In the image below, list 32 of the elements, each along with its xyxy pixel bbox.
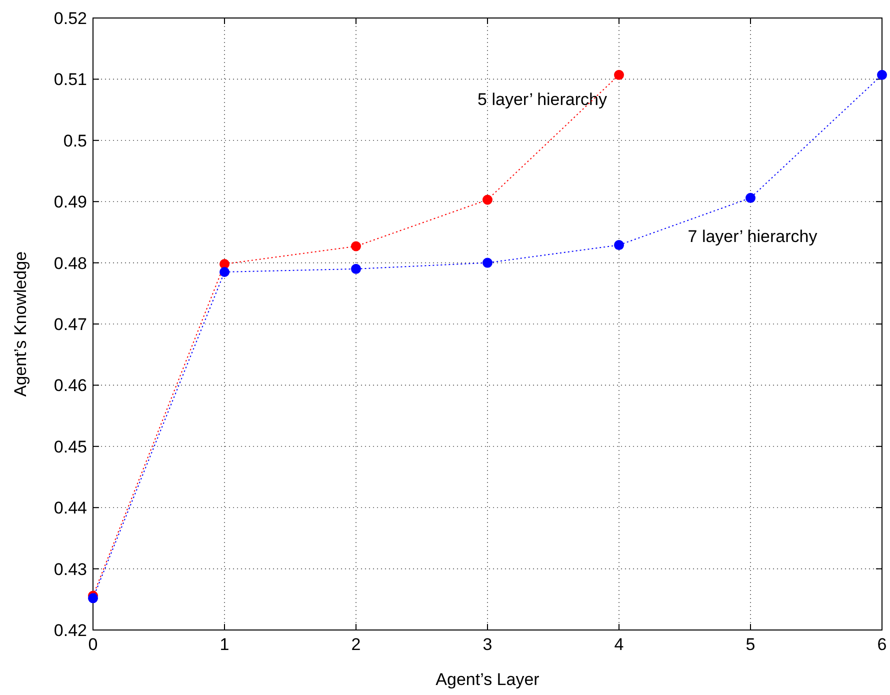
y-tick-label: 0.43 xyxy=(54,560,87,579)
point xyxy=(351,241,361,252)
series-label: 5 layer’ hierarchy xyxy=(478,90,608,109)
series-label: 7 layer’ hierarchy xyxy=(688,226,818,246)
x-tick-label: 6 xyxy=(877,635,887,654)
x-tick-label: 1 xyxy=(220,635,230,654)
y-tick-label: 0.48 xyxy=(54,254,87,273)
y-tick-label: 0.44 xyxy=(54,498,87,518)
y-tick-label: 0.47 xyxy=(54,314,87,334)
point xyxy=(482,258,492,268)
x-axis-title: Agent’s Layer xyxy=(436,670,540,689)
x-tick-label: 3 xyxy=(482,635,492,654)
x-tick-label: 5 xyxy=(746,635,756,654)
y-tick-label: 0.5 xyxy=(63,131,87,150)
point xyxy=(746,192,756,203)
x-tick-label: 4 xyxy=(614,635,624,654)
point xyxy=(877,70,887,80)
point xyxy=(351,264,361,274)
y-tick-label: 0.46 xyxy=(54,376,87,396)
x-tick-label: 2 xyxy=(351,635,361,654)
point xyxy=(88,593,98,604)
point xyxy=(220,266,230,277)
y-tick-label: 0.45 xyxy=(54,437,87,456)
point xyxy=(482,194,492,205)
point xyxy=(614,70,624,80)
x-tick-label: 0 xyxy=(88,635,98,654)
y-tick-label: 0.42 xyxy=(54,620,87,640)
y-tick-label: 0.52 xyxy=(54,8,87,28)
y-axis-title: Agent’s Knowledge xyxy=(11,251,30,397)
y-tick-label: 0.51 xyxy=(54,70,87,90)
y-tick-label: 0.49 xyxy=(54,192,87,212)
point xyxy=(614,240,624,250)
